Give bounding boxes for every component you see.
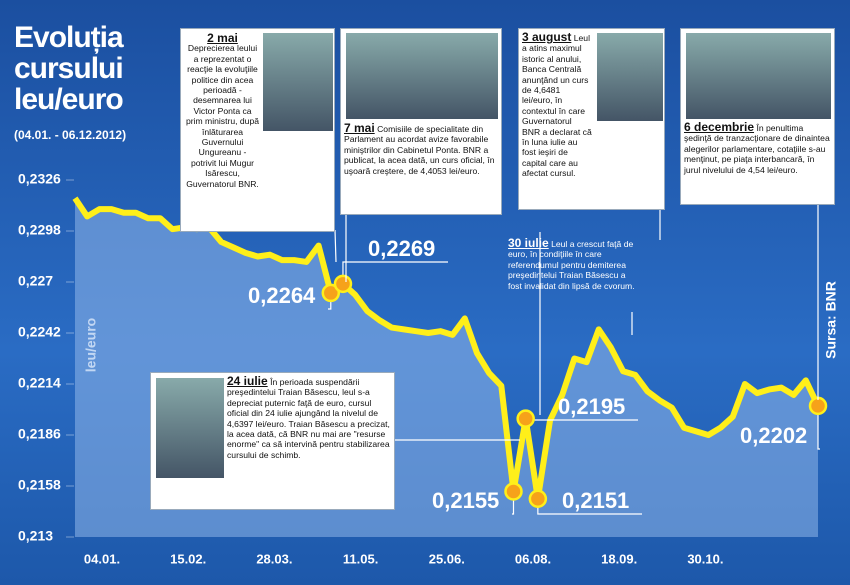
point bbox=[516, 409, 535, 428]
value-label: 0,2202 bbox=[740, 423, 807, 448]
photo bbox=[686, 33, 831, 119]
value-label: 0,2155 bbox=[432, 488, 499, 513]
callout-text: Leul a crescut faţă de euro, în condiţii… bbox=[508, 239, 635, 291]
y-tick-label: 0,2214 bbox=[18, 375, 61, 391]
callout-text: În penultima şedinţă de tranzacţionare d… bbox=[684, 123, 830, 175]
chart-title: Evoluția cursului leu/euro bbox=[14, 21, 124, 116]
photo bbox=[597, 33, 663, 121]
y-tick-label: 0,227 bbox=[18, 273, 53, 289]
x-tick-label: 28.03. bbox=[256, 551, 292, 566]
source: Sursa: BNR bbox=[823, 281, 839, 359]
callout-text: Comisiile de specialitate din Parlament … bbox=[344, 124, 495, 176]
x-tick-label: 04.01. bbox=[84, 551, 120, 566]
callout-title: 24 iulie bbox=[227, 374, 268, 388]
y-tick-label: 0,213 bbox=[18, 528, 53, 544]
callout: 7 mai Comisiile de specialitate din Parl… bbox=[340, 28, 502, 215]
point bbox=[504, 482, 523, 501]
callout-title: 30 iulie bbox=[508, 236, 549, 250]
callout-text: Leul a atins maximul istoric al anului, … bbox=[522, 33, 592, 179]
callout-title: 2 mai bbox=[207, 31, 238, 45]
x-tick-label: 11.05. bbox=[343, 551, 378, 566]
photo bbox=[156, 378, 224, 478]
photo bbox=[346, 33, 498, 119]
y-tick-label: 0,2298 bbox=[18, 222, 61, 238]
value-label: 0,2195 bbox=[558, 394, 625, 419]
callout-title: 7 mai bbox=[344, 121, 375, 135]
y-tick-label: 0,2242 bbox=[18, 324, 61, 340]
chart-subtitle: (04.01. - 06.12.2012) bbox=[14, 128, 127, 142]
connector bbox=[342, 261, 448, 284]
value-label: 0,2264 bbox=[248, 283, 316, 308]
point bbox=[321, 283, 341, 303]
x-tick-label: 18.09. bbox=[601, 551, 637, 566]
callout: 30 iulie Leul a crescut faţă de euro, în… bbox=[505, 235, 640, 313]
callout: 2 mai Deprecierea leului a reprezentat o… bbox=[180, 28, 335, 232]
x-tick-label: 30.10. bbox=[687, 551, 723, 566]
callout-text: Deprecierea leului a reprezentat o reacţ… bbox=[185, 43, 260, 189]
callout-title: 6 decembrie bbox=[684, 120, 755, 134]
y-tick-label: 0,2326 bbox=[18, 171, 61, 187]
x-tick-label: 25.06. bbox=[429, 551, 465, 566]
connector bbox=[817, 405, 820, 450]
callout: 6 decembrie În penultima şedinţă de tran… bbox=[680, 28, 835, 205]
y-tick-label: 0,2186 bbox=[18, 426, 61, 442]
x-tick-label: 15.02. bbox=[170, 551, 206, 566]
point bbox=[528, 489, 548, 508]
point bbox=[808, 396, 828, 416]
callout: 3 august Leul a atins maximul istoric al… bbox=[518, 28, 665, 210]
callout-text: În perioada suspendării preşedintelui Tr… bbox=[227, 377, 390, 460]
point bbox=[333, 274, 353, 294]
callout-title: 3 august bbox=[522, 30, 572, 44]
x-tick-label: 06.08. bbox=[515, 551, 551, 566]
callout-connector bbox=[334, 229, 337, 263]
callout: 24 iulie În perioada suspendării preşedi… bbox=[150, 372, 395, 510]
value-label: 0,2269 bbox=[368, 236, 435, 261]
value-label: 0,2151 bbox=[562, 488, 629, 513]
y-tick-label: 0,2158 bbox=[18, 477, 61, 493]
photo bbox=[263, 33, 333, 131]
